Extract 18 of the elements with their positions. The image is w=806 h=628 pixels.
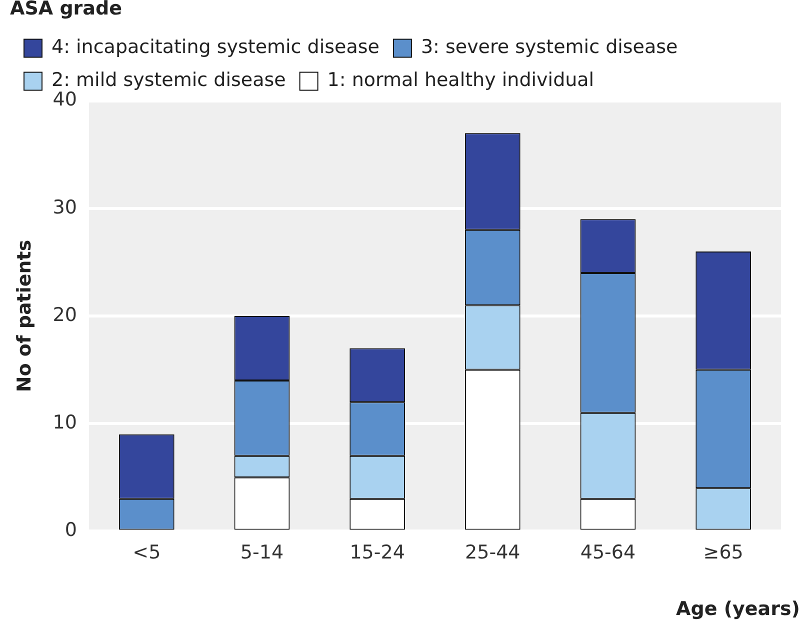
legend-title: ASA grade [10,0,122,20]
y-tick-label: 10 [52,412,77,434]
x-tick-label: 15-24 [350,542,405,564]
x-tick-label: <5 [132,542,161,564]
legend-label: 2: mild systemic disease [52,69,286,92]
legend-label: 3: severe systemic disease [420,36,678,58]
y-tick-label: 30 [52,196,77,218]
legend-label: 4: incapacitating systemic disease [52,36,380,58]
legend-label: 1: normal healthy individual [327,69,594,92]
x-axis-title: Age (years) [676,598,800,620]
x-tick-label: ≥65 [703,542,744,564]
y-tick-label: 0 [64,519,77,542]
y-tick-label: 20 [52,304,77,326]
x-tick-label: 25-44 [465,542,520,564]
x-tick-label: 5-14 [240,542,284,564]
y-axis-title: No of patients [13,240,36,392]
y-tick-label: 40 [52,88,77,111]
x-tick-label: 45-64 [580,542,636,564]
